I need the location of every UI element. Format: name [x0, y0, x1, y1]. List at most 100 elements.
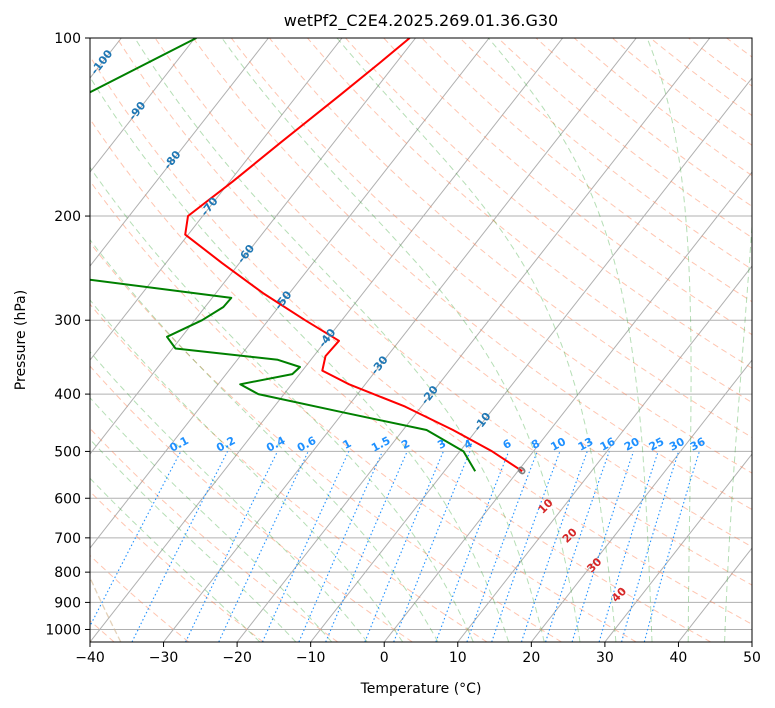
dry-adiabat-line	[154, 38, 752, 548]
dry-adiabat-line	[90, 303, 488, 642]
mixing-ratio-line	[218, 451, 309, 642]
x-tick-label: 20	[522, 650, 540, 666]
mixing-ratio-label: 6	[501, 437, 514, 452]
x-axis-label: Temperature (°C)	[360, 681, 482, 697]
mixing-ratio-line	[90, 451, 182, 628]
mixing-ratio-line	[131, 451, 228, 642]
mixing-ratio-line	[466, 451, 538, 642]
isotherm-label: -60	[235, 242, 258, 266]
x-tick-label: −10	[296, 650, 326, 666]
y-tick-label: 300	[54, 313, 81, 329]
isotherm-label: -10	[471, 410, 494, 434]
isotherm-label: -90	[126, 99, 149, 123]
dry-adiabat-line	[307, 38, 752, 404]
moist-adiabat-line	[90, 438, 297, 642]
plot-frame	[89, 37, 753, 643]
mixing-ratio-line	[325, 451, 408, 642]
mixing-ratio-label: 30	[667, 435, 687, 454]
isotherm-line	[90, 38, 343, 361]
dry-adiabat-line	[573, 38, 752, 177]
isotherm-label: -80	[161, 148, 184, 172]
mixing-ratio-line	[520, 451, 588, 642]
mixing-ratio-line	[491, 451, 561, 642]
x-tick-label: −20	[222, 650, 252, 666]
mixing-ratio-label: 20	[622, 435, 642, 454]
dry-adiabat-line	[90, 427, 339, 642]
mixing-ratio-label: 2	[399, 437, 412, 452]
y-tick-label: 200	[54, 209, 81, 225]
mixing-ratio-line	[598, 451, 659, 642]
mixing-ratio-line	[261, 451, 350, 642]
isotherm-line	[751, 641, 752, 642]
isotherm-line	[457, 265, 752, 642]
dry-adiabat-line	[535, 38, 752, 207]
moist-adiabat-line	[90, 299, 404, 642]
dry-adiabat-line	[90, 490, 264, 642]
x-tick-label: 50	[743, 650, 761, 666]
background-lines	[90, 38, 775, 642]
isotherm-label: -30	[368, 353, 391, 377]
isotherm-line	[604, 453, 752, 642]
dry-adiabat-line	[383, 38, 752, 336]
temperature-profile	[184, 38, 523, 473]
isotherm-line	[236, 38, 711, 642]
y-axis-label: Pressure (hPa)	[13, 290, 29, 390]
moist-adiabat-line	[90, 76, 510, 642]
isotherm-line	[163, 38, 637, 642]
isotherm-label: -20	[418, 383, 441, 407]
dry-adiabat-line	[726, 38, 752, 58]
x-tick-label: 30	[596, 650, 614, 666]
mixing-ratio-line	[621, 451, 680, 642]
mixing-ratio-line	[643, 451, 700, 642]
y-tick-label: 400	[54, 387, 81, 403]
isotherm-line	[90, 38, 196, 173]
y-tick-label: 700	[54, 531, 81, 547]
mixing-ratio-line	[298, 451, 383, 642]
dewpoint-profile	[90, 38, 477, 472]
moist-adiabat-line	[724, 218, 752, 642]
series-layer	[90, 38, 523, 473]
y-tick-label: 500	[54, 444, 81, 460]
moist-adiabat-line	[90, 166, 474, 642]
isotherm-label: -100	[88, 47, 115, 77]
moist-adiabat-line	[90, 397, 333, 642]
mixing-ratio-label: 13	[576, 435, 596, 454]
dry-adiabat-line	[345, 38, 752, 369]
mixing-ratio-label: 25	[647, 435, 667, 454]
isotherm-line	[383, 171, 752, 642]
mixing-ratio-line	[185, 451, 278, 642]
dry-adiabat-line	[90, 118, 712, 642]
y-tick-label: 600	[54, 491, 81, 507]
mixing-ratio-label: 3	[435, 437, 448, 452]
mixing-ratio-label: 10	[548, 435, 568, 454]
mixing-ratio-label: 4	[462, 437, 475, 452]
moist-adiabat-line	[336, 38, 617, 642]
isotherm-label: -70	[198, 194, 221, 218]
moist-adiabat-line	[221, 38, 581, 642]
mixing-ratio-line	[435, 451, 510, 642]
dry-adiabat-line	[421, 38, 752, 303]
moist-adiabat-line	[90, 351, 368, 642]
isotherm-line	[310, 77, 752, 642]
dry-adiabat-line	[90, 365, 413, 642]
moist-adiabat-line	[90, 238, 439, 642]
y-tick-label: 1000	[45, 622, 81, 638]
temperature-label: 20	[560, 525, 580, 545]
isotherm-line	[90, 38, 564, 642]
dry-adiabat-line	[688, 38, 752, 87]
dry-adiabat-line	[765, 38, 775, 642]
y-tick-label: 800	[54, 565, 81, 581]
x-axis: −40 −30 −20 −10 0 10 20 30 40 50	[75, 642, 761, 666]
mixing-ratio-label: 16	[598, 435, 618, 454]
mixing-ratio-line	[571, 451, 635, 642]
dry-adiabat-line	[90, 241, 562, 642]
mixing-ratio-line	[364, 451, 444, 642]
dry-adiabat-line	[90, 55, 752, 625]
dry-adiabat-line	[116, 38, 752, 586]
x-tick-label: −30	[149, 650, 179, 666]
moist-adiabat-line	[646, 38, 692, 642]
chart-title: wetPf2_C2E4.2025.269.01.36.G30	[284, 11, 558, 31]
dry-adiabat-line	[192, 38, 752, 511]
mixing-ratio-line	[545, 451, 610, 642]
